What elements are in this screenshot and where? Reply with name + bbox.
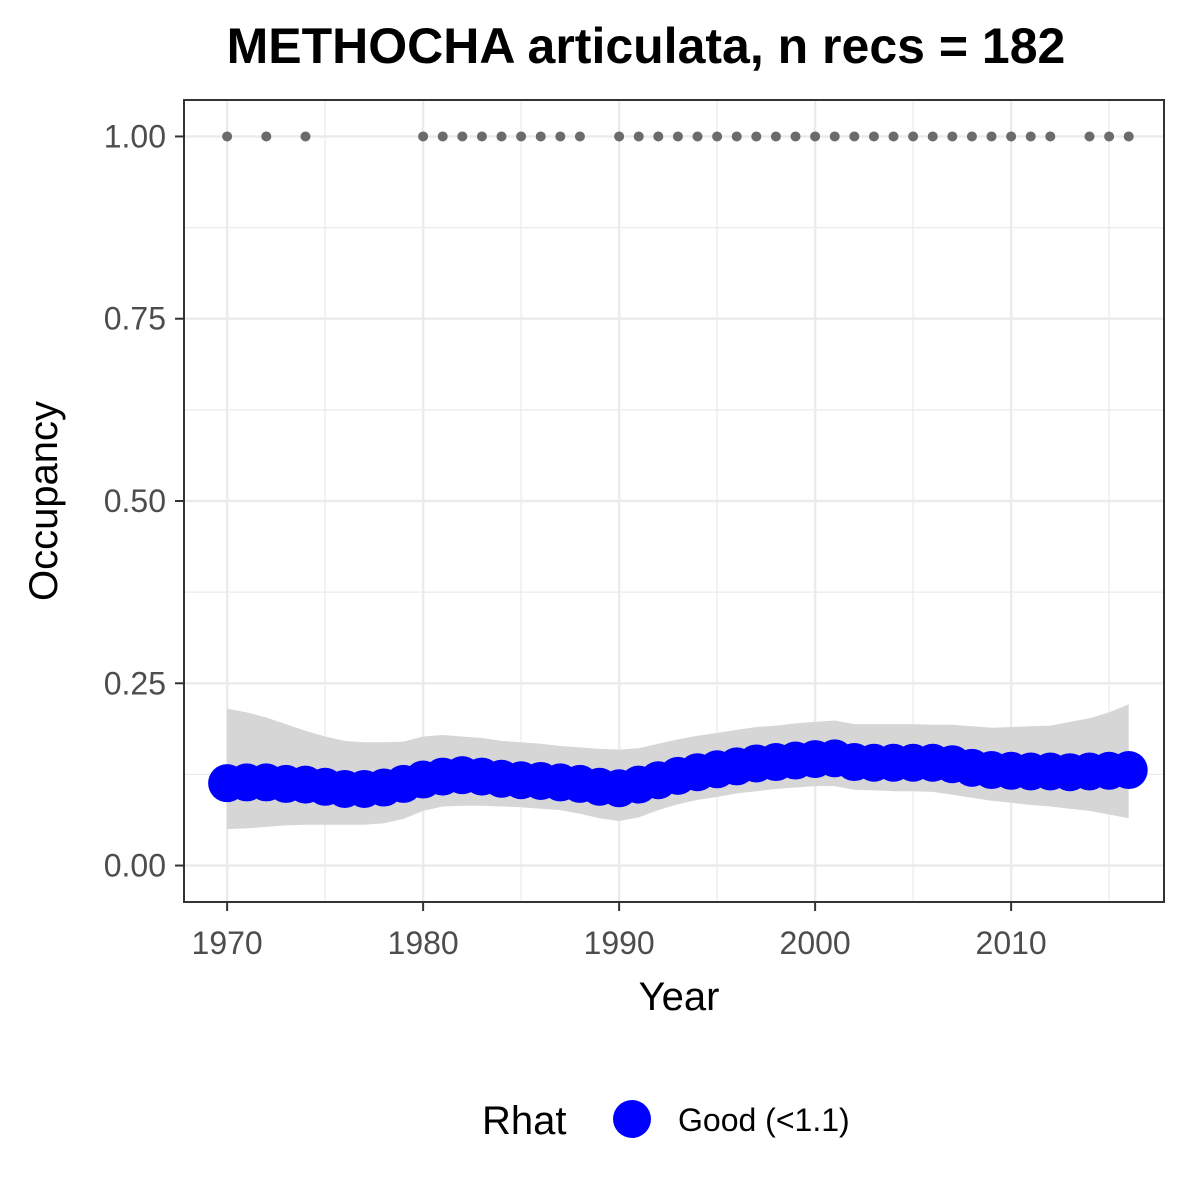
record-point <box>849 131 860 142</box>
x-tick-label: 1990 <box>584 925 655 961</box>
record-point <box>986 131 997 142</box>
legend-label-good: Good (<1.1) <box>678 1102 850 1138</box>
y-tick-label: 1.00 <box>104 118 166 154</box>
x-tick-label: 1970 <box>192 925 263 961</box>
record-point <box>476 131 487 142</box>
record-point <box>751 131 762 142</box>
record-point <box>790 131 801 142</box>
record-point <box>692 131 703 142</box>
record-point <box>1045 131 1056 142</box>
record-point <box>888 131 899 142</box>
record-point <box>966 131 977 142</box>
y-axis-title: Occupancy <box>22 401 66 601</box>
record-point <box>947 131 958 142</box>
record-point <box>770 131 781 142</box>
record-point <box>1084 131 1095 142</box>
record-point <box>516 131 527 142</box>
legend: Rhat Good (<1.1) <box>482 1099 850 1143</box>
record-point <box>300 131 311 142</box>
x-axis: 1970 1980 1990 2000 2010 <box>192 902 1047 961</box>
legend-title: Rhat <box>482 1099 567 1143</box>
record-point <box>614 131 625 142</box>
record-point <box>457 131 468 142</box>
record-point <box>712 131 723 142</box>
record-point <box>633 131 644 142</box>
record-point <box>222 131 233 142</box>
record-points-layer <box>222 131 1134 142</box>
legend-key-good <box>613 1100 651 1138</box>
record-point <box>829 131 840 142</box>
record-point <box>810 131 821 142</box>
y-tick-label: 0.75 <box>104 301 166 337</box>
record-point <box>908 131 919 142</box>
y-tick-label: 0.50 <box>104 483 166 519</box>
record-point <box>437 131 448 142</box>
occupancy-point <box>1109 751 1148 790</box>
y-tick-label: 0.00 <box>104 848 166 884</box>
chart-title: METHOCHA articulata, n recs = 182 <box>227 18 1066 74</box>
record-point <box>1006 131 1017 142</box>
record-point <box>574 131 585 142</box>
x-tick-label: 1980 <box>388 925 459 961</box>
record-point <box>496 131 507 142</box>
x-axis-title: Year <box>639 975 720 1019</box>
record-point <box>1123 131 1134 142</box>
record-point <box>1025 131 1036 142</box>
record-point <box>535 131 546 142</box>
record-point <box>418 131 429 142</box>
record-point <box>653 131 664 142</box>
x-tick-label: 2000 <box>780 925 851 961</box>
record-point <box>672 131 683 142</box>
record-point <box>1104 131 1115 142</box>
record-point <box>261 131 272 142</box>
occupancy-estimate-layer <box>208 739 1148 808</box>
record-point <box>731 131 742 142</box>
x-tick-label: 2010 <box>976 925 1047 961</box>
y-tick-label: 0.25 <box>104 665 166 701</box>
record-point <box>555 131 566 142</box>
record-point <box>868 131 879 142</box>
record-point <box>927 131 938 142</box>
y-axis: 0.00 0.25 0.50 0.75 1.00 <box>104 118 184 884</box>
